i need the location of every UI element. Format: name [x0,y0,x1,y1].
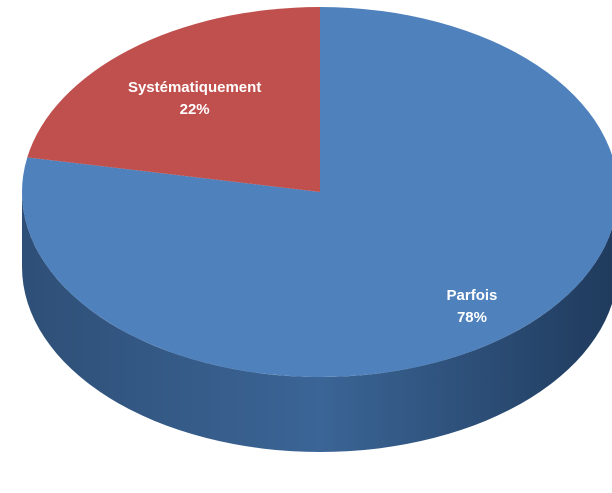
slice-label: Systématiquement [128,79,261,96]
pie-slice [27,7,320,192]
pie-side [22,192,612,452]
slice-label: Parfois [447,287,498,304]
pie-slice [22,7,612,377]
slice-value-label: 22% [180,101,210,118]
slice-value-label: 78% [457,309,487,326]
